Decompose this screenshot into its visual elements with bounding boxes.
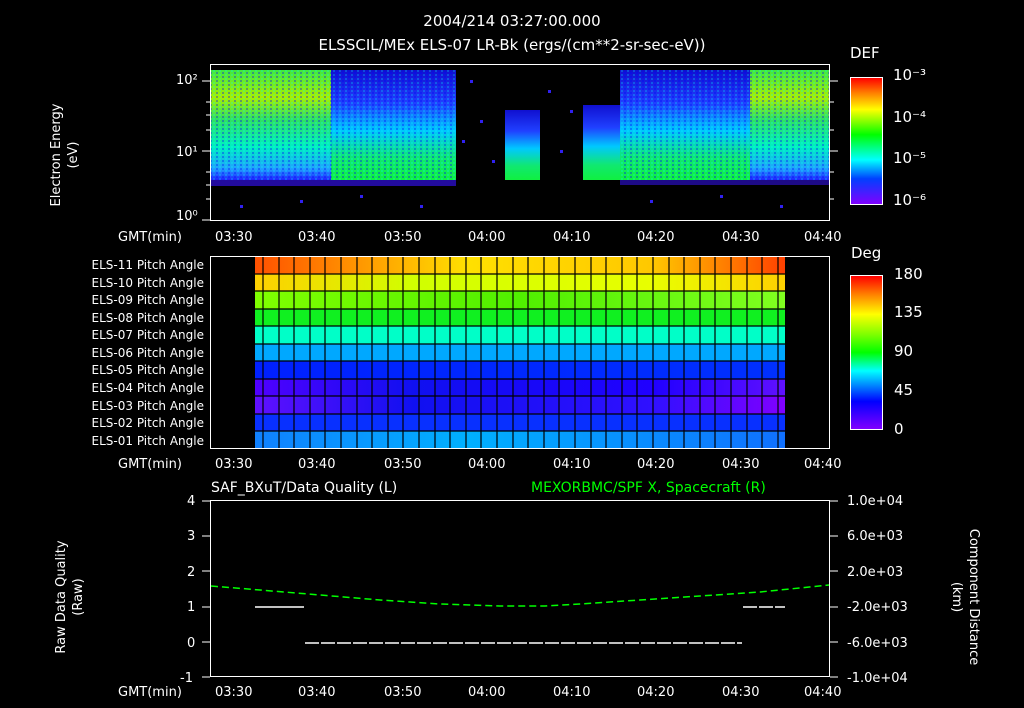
panel3-left-title: SAF_BXuT/Data Quality (L) xyxy=(211,480,398,496)
row-label-els-06: ELS-06 Pitch Angle xyxy=(91,346,204,360)
xtick: 03:50 xyxy=(384,685,422,700)
xtick: 04:40 xyxy=(804,685,842,700)
xtick: 04:30 xyxy=(722,457,760,472)
deg-colorbar xyxy=(850,275,883,430)
xtick: 04:30 xyxy=(722,685,760,700)
deg-tick-0: 0 xyxy=(894,420,904,438)
timestamp-title: 2004/214 03:27:00.000 xyxy=(423,12,601,30)
panel2-xlabel: GMT(min) xyxy=(118,457,182,472)
ytick-left: 2 xyxy=(187,565,196,580)
panel1-xlabel: GMT(min) xyxy=(118,230,182,245)
def-tick-1e-5: 10⁻⁵ xyxy=(893,149,927,167)
ytick-right: -6.0e+03 xyxy=(847,636,908,651)
xtick: 04:10 xyxy=(553,457,591,472)
ytick-right: 6.0e+03 xyxy=(847,529,904,544)
row-label-els-01: ELS-01 Pitch Angle xyxy=(91,434,204,448)
row-label-els-03: ELS-03 Pitch Angle xyxy=(91,399,204,413)
xtick: 04:00 xyxy=(468,230,506,245)
row-label-els-07: ELS-07 Pitch Angle xyxy=(91,328,204,342)
xtick: 03:30 xyxy=(215,457,253,472)
row-label-els-05: ELS-05 Pitch Angle xyxy=(91,363,204,377)
xtick: 04:40 xyxy=(804,457,842,472)
deg-tick-135: 135 xyxy=(894,303,923,321)
ytick-right: 2.0e+03 xyxy=(847,565,904,580)
row-label-els-10: ELS-10 Pitch Angle xyxy=(91,276,204,290)
xtick: 04:20 xyxy=(637,230,675,245)
row-label-els-08: ELS-08 Pitch Angle xyxy=(91,311,204,325)
xtick: 04:20 xyxy=(637,457,675,472)
ytick-10: 10¹ xyxy=(176,145,198,160)
ytick-left: 4 xyxy=(187,494,196,509)
row-label-els-09: ELS-09 Pitch Angle xyxy=(91,293,204,307)
row-label-els-11: ELS-11 Pitch Angle xyxy=(91,258,204,272)
def-tick-1e-6: 10⁻⁶ xyxy=(893,191,927,209)
xtick: 03:50 xyxy=(384,457,422,472)
ytick-100: 10² xyxy=(176,73,198,88)
deg-tick-90: 90 xyxy=(894,342,914,360)
ytick-left: -1 xyxy=(180,671,193,686)
deg-colorbar-title: Deg xyxy=(851,244,882,262)
xtick: 03:40 xyxy=(298,457,336,472)
spacecraft-x-series xyxy=(210,584,830,607)
grid-lines xyxy=(255,256,785,448)
def-colorbar xyxy=(850,77,883,205)
ytick-left: 3 xyxy=(187,529,196,544)
def-tick-1e-4: 10⁻⁴ xyxy=(893,108,927,126)
ytick-1: 10⁰ xyxy=(176,209,198,224)
deg-tick-180: 180 xyxy=(894,265,923,283)
row-label-els-04: ELS-04 Pitch Angle xyxy=(91,381,204,395)
xtick: 04:40 xyxy=(804,230,842,245)
ytick-right: -1.0e+04 xyxy=(847,671,908,686)
panel3-xlabel: GMT(min) xyxy=(118,685,182,700)
xtick: 03:30 xyxy=(215,230,253,245)
ytick-left: 1 xyxy=(187,600,196,615)
xtick: 04:00 xyxy=(468,685,506,700)
ytick-right: 1.0e+04 xyxy=(847,494,904,509)
xtick: 03:40 xyxy=(298,230,336,245)
panel3-right-title: MEXORBMC/SPF X, Spacecraft (R) xyxy=(531,480,766,496)
def-tick-1e-3: 10⁻³ xyxy=(893,66,927,84)
xtick: 03:40 xyxy=(298,685,336,700)
ytick-left: 0 xyxy=(187,636,196,651)
xtick: 03:50 xyxy=(384,230,422,245)
deg-tick-45: 45 xyxy=(894,381,914,399)
def-colorbar-title: DEF xyxy=(850,44,880,62)
xtick: 04:10 xyxy=(553,230,591,245)
ytick-right: -2.0e+03 xyxy=(847,600,908,615)
xtick: 04:10 xyxy=(553,685,591,700)
xtick: 03:30 xyxy=(215,685,253,700)
data-quality-series xyxy=(255,606,785,644)
xtick: 04:20 xyxy=(637,685,675,700)
plot-title: ELSSCIL/MEx ELS-07 LR-Bk (ergs/(cm**2-sr… xyxy=(318,36,706,54)
xtick: 04:30 xyxy=(722,230,760,245)
row-label-els-02: ELS-02 Pitch Angle xyxy=(91,416,204,430)
xtick: 04:00 xyxy=(468,457,506,472)
